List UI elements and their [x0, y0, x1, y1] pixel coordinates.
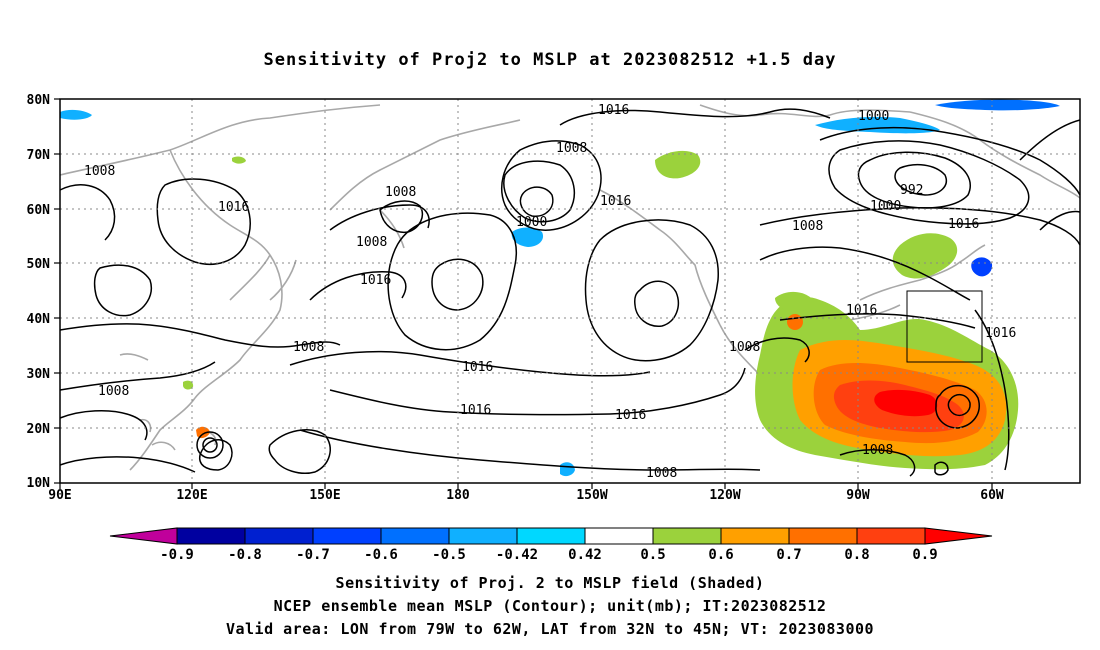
colorbar-swatch	[448, 527, 518, 545]
contour-label: 1008	[646, 466, 677, 481]
shade-blue-nw	[60, 109, 92, 120]
contour-label: 992	[900, 183, 923, 198]
contour-label: 1016	[615, 408, 646, 423]
contour-label: 1016	[846, 303, 877, 318]
contour-label: 1000	[516, 215, 547, 230]
axis-ticks	[54, 98, 993, 489]
contour-label: 1008	[862, 443, 893, 458]
contour-label: 1016	[598, 103, 629, 118]
contour-label: 1008	[293, 340, 324, 355]
contour-label: 1000	[870, 199, 901, 214]
colorbar-label: 0.8	[844, 547, 869, 563]
contour-label: 1000	[858, 109, 889, 124]
contour-label: 1016	[360, 273, 391, 288]
longitude-labels: 90E 120E 150E 180 150W 120W 90W 60W	[48, 488, 1004, 503]
caption-line-1: Sensitivity of Proj. 2 to MSLP field (Sh…	[335, 574, 765, 592]
contour-label: 1016	[460, 403, 491, 418]
caption-line-2: NCEP ensemble mean MSLP (Contour); unit(…	[273, 597, 827, 615]
lat-label: 40N	[27, 312, 51, 327]
contour-labels: 1016 1008 1000 992 1000 1008 1016 1008 1…	[84, 103, 1016, 481]
lat-label: 30N	[27, 367, 51, 382]
colorbar-label: -0.8	[228, 547, 262, 563]
shade-blue-aleutian	[511, 227, 544, 247]
lon-label: 150E	[309, 488, 340, 503]
shade-red	[874, 389, 938, 417]
colorbar-label: 0.42	[568, 547, 602, 563]
colorbar-swatch	[312, 527, 382, 545]
valid-area-box	[906, 290, 983, 363]
plot-title: Sensitivity of Proj2 to MSLP at 20230825…	[263, 50, 837, 70]
contour-label: 1008	[792, 219, 823, 234]
colorbar-right-arrow	[924, 527, 993, 545]
contour-label: 1016	[462, 360, 493, 375]
shade-green-siberia	[232, 156, 246, 164]
shade-green-taiwan	[183, 380, 194, 390]
contour-label: 1008	[356, 235, 387, 250]
lon-label: 180	[446, 488, 470, 503]
shade-green-alaska	[655, 150, 701, 179]
colorbar-swatch	[652, 527, 722, 545]
colorbar-label: 0.7	[776, 547, 801, 563]
contour-label: 1016	[600, 194, 631, 209]
lon-label: 90E	[48, 488, 71, 503]
shade-green-west	[775, 291, 812, 312]
lat-label: 20N	[27, 422, 51, 437]
colorbar-label: -0.9	[160, 547, 194, 563]
colorbar-swatch	[380, 527, 450, 545]
coastlines	[59, 104, 1081, 471]
latitude-labels: 80N 70N 60N 50N 40N 30N 20N 10N	[27, 93, 51, 491]
contour-label: 1008	[98, 384, 129, 399]
colorbar-swatch	[856, 527, 926, 545]
colorbar-label: -0.6	[364, 547, 398, 563]
colorbar-swatch	[516, 527, 586, 545]
sensitivity-shading	[60, 99, 1060, 477]
lon-label: 120W	[709, 488, 740, 503]
lon-label: 150W	[576, 488, 607, 503]
shade-blue-greenland	[935, 99, 1060, 111]
colorbar-label: 0.6	[708, 547, 733, 563]
shade-orange-blob	[787, 314, 803, 330]
contour-label: 1008	[729, 340, 760, 355]
colorbar-label: 0.9	[912, 547, 937, 563]
lon-label: 90W	[846, 488, 870, 503]
contour-label: 1016	[985, 326, 1016, 341]
lat-label: 70N	[27, 148, 51, 163]
lat-label: 80N	[27, 93, 51, 108]
contour-label: 1008	[385, 185, 416, 200]
colorbar-swatch	[720, 527, 790, 545]
contour-label: 1008	[84, 164, 115, 179]
colorbar-swatch	[788, 527, 858, 545]
lat-label: 60N	[27, 203, 51, 218]
lon-label: 60W	[980, 488, 1004, 503]
colorbar-swatch	[244, 527, 314, 545]
contour-label: 1008	[556, 141, 587, 156]
contour-label: 1016	[948, 217, 979, 232]
map-frame	[59, 98, 1081, 484]
lon-label: 120E	[176, 488, 207, 503]
caption-line-3: Valid area: LON from 79W to 62W, LAT fro…	[225, 620, 875, 638]
colorbar-swatch	[176, 527, 246, 545]
gridlines	[60, 99, 1080, 483]
shade-orange-typhoon	[196, 426, 210, 439]
lat-label: 50N	[27, 257, 51, 272]
lat-label: 10N	[27, 476, 51, 491]
colorbar-label: -0.5	[432, 547, 466, 563]
shade-blue-arctic	[815, 116, 940, 134]
colorbar-label: 0.5	[640, 547, 665, 563]
shade-blue-atlantic	[971, 257, 993, 277]
colorbar: -0.9 -0.8 -0.7 -0.6 -0.5 -0.42 0.42 0.5 …	[109, 527, 993, 563]
colorbar-left-arrow	[109, 527, 178, 545]
colorbar-label: -0.42	[496, 547, 538, 563]
colorbar-label: -0.7	[296, 547, 330, 563]
contour-label: 1016	[218, 200, 249, 215]
colorbar-swatch	[584, 527, 654, 545]
